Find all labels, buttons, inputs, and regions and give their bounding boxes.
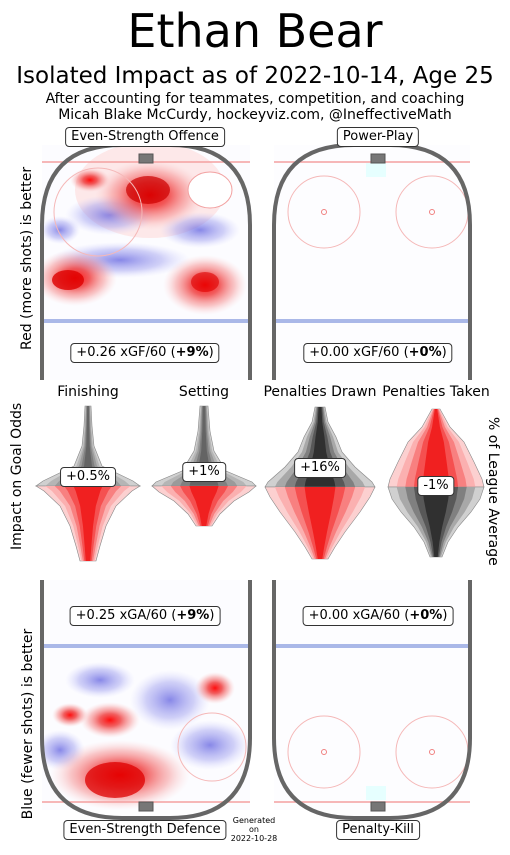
violin-finishing-down-band-4 [73, 486, 103, 561]
violin-label-penalties-drawn: Penalties Drawn [263, 384, 377, 400]
violin-value-penalties-drawn: +16% [294, 458, 346, 478]
violin-penalties-taken-up-band-4 [422, 409, 450, 487]
violin-label-penalties-taken: Penalties Taken [382, 384, 490, 400]
generated-note: Generated on 2022-10-28 [230, 816, 278, 843]
violin-penalties-taken-down-band-4 [422, 487, 450, 557]
middle-left-label: Impact on Goal Odds [9, 402, 25, 550]
stat-ev-offence: +0.26 xGF/60 (+9%) [70, 343, 220, 363]
page-subtitle: Isolated Impact as of 2022-10-14, Age 25 [16, 63, 494, 89]
violin-setting-down-band-4 [189, 486, 219, 526]
violin-value-penalties-taken: -1% [417, 476, 455, 496]
stat-power-play: +0.00 xGF/60 (+0%) [303, 343, 453, 363]
violin-label-setting: Setting [178, 384, 230, 400]
label-ev-defence: Even-Strength Defence [63, 820, 227, 840]
rink-ev-offence [40, 143, 252, 380]
stat-ev-defence: +0.25 xGA/60 (+9%) [69, 606, 221, 626]
page-title: Ethan Bear [127, 4, 383, 58]
label-power-play: Power-Play [336, 127, 420, 147]
stat-penalty-kill: +0.00 xGA/60 (+0%) [302, 606, 454, 626]
violin-label-finishing: Finishing [57, 384, 119, 400]
impact-violins [34, 405, 485, 562]
violin-setting-up-band-4 [189, 406, 219, 486]
method-note: After accounting for teammates, competit… [45, 91, 465, 107]
label-penalty-kill: Penalty-Kill [336, 820, 420, 840]
violin-penalties-drawn-down-band-4 [304, 487, 336, 559]
label-ev-offence: Even-Strength Offence [65, 127, 225, 147]
bottom-side-label: Blue (fewer shots) is better [20, 628, 36, 820]
violin-value-finishing: +0.5% [60, 467, 116, 487]
violin-finishing-up-band-4 [73, 406, 103, 486]
violin-value-setting: +1% [182, 462, 226, 482]
top-side-label: Red (more shots) is better [19, 166, 35, 350]
credit-note: Micah Blake McCurdy, hockeyviz.com, @Ine… [58, 107, 452, 123]
middle-right-label: % of League Average [485, 417, 501, 566]
